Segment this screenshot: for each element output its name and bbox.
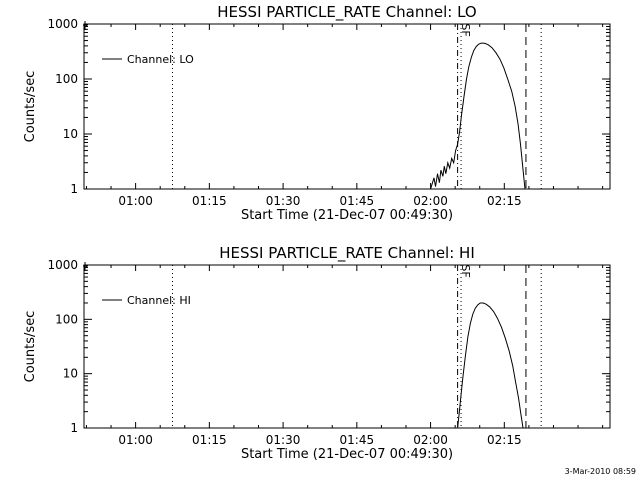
plot-frame [83,264,611,429]
x-tick-label: 01:30 [266,194,301,208]
y-axis-title: Counts/sec [23,311,38,383]
x-tick-label: 01:15 [192,194,227,208]
flag-icon [83,21,88,30]
y-tick-label: 10 [63,367,78,381]
legend-label: Channel: HI [127,294,191,307]
y-tick-label: 1 [70,421,78,435]
marker-label: SF [459,23,472,36]
y-axis-title: Counts/sec [23,71,38,143]
x-tick-label: 01:00 [118,433,153,447]
x-axis-title: Start Time (21-Dec-07 00:49:30) [241,447,453,462]
y-tick-label: 10 [63,127,78,141]
x-tick-label: 01:30 [266,433,301,447]
chart-title: HESSI PARTICLE_RATE Channel: HI [219,244,475,263]
y-tick-label: 1000 [47,17,78,31]
flag-icon [83,262,88,271]
y-tick-label: 1 [70,182,78,196]
marker-label: SF [459,264,472,277]
legend-label: Channel: LO [127,53,194,66]
y-tick-label: 100 [55,72,78,86]
x-tick-label: 02:15 [487,433,522,447]
x-tick-label: 01:00 [118,194,153,208]
series-line [457,302,524,429]
y-tick-label: 1000 [47,258,78,272]
x-axis-title: Start Time (21-Dec-07 00:49:30) [241,208,453,223]
x-tick-label: 01:45 [340,194,375,208]
x-tick-label: 02:15 [487,194,522,208]
y-tick-label: 100 [55,312,78,326]
chart-title: HESSI PARTICLE_RATE Channel: LO [217,3,476,22]
chart-panel-2: HESSI PARTICLE_RATE Channel: HI 01:00 01:1… [23,244,611,462]
footer-date: 3-Mar-2010 08:59 [565,467,636,476]
x-tick-label: 02:00 [413,194,448,208]
x-tick-label: 01:15 [192,433,227,447]
series-line [430,42,526,190]
chart-panel-1: HESSI PARTICLE_RATE Channel: LO 01:00 01:1… [23,3,611,223]
x-tick-label: 02:00 [413,433,448,447]
x-tick-label: 01:45 [340,433,375,447]
plot-frame [83,23,611,190]
